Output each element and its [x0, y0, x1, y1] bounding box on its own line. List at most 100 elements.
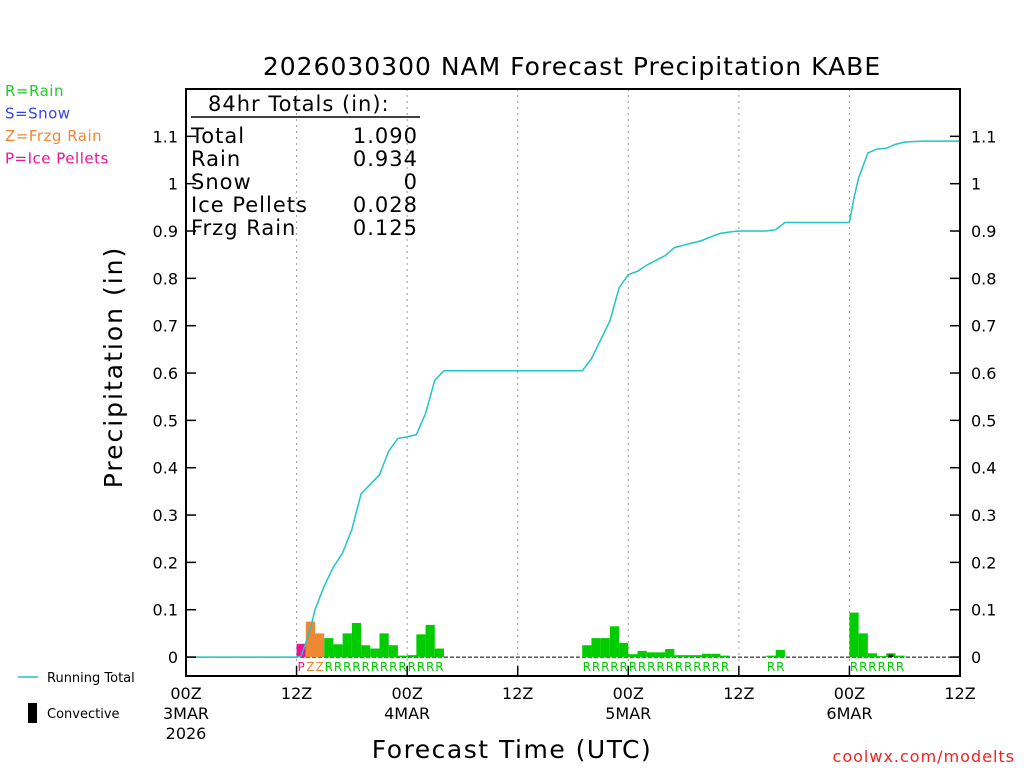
precip-bar	[434, 648, 444, 658]
totals-row-label: Rain	[191, 147, 241, 171]
x-tick-label: 12Z	[502, 684, 533, 703]
y-tick-label-right: 0.1	[971, 601, 996, 620]
y-axis-left: 0 0.1 0.2 0.3 0.4 0.5 0.6 0.7 0.8 0.9 1 1.1	[153, 127, 196, 667]
precip-bar	[628, 654, 638, 658]
precip-bar	[582, 645, 592, 658]
y-tick-label-right: 1	[971, 175, 981, 194]
grid-lines	[186, 89, 960, 676]
precip-bar	[720, 655, 730, 658]
convective-bar	[888, 654, 894, 658]
totals-box: 84hr Totals (in): Total 1.090 Rain 0.934 Sno…	[190, 92, 420, 240]
precip-type-letter: R	[398, 660, 406, 674]
precip-type-letter: R	[629, 660, 637, 674]
precip-bar	[296, 643, 306, 658]
plot-frame	[185, 88, 961, 677]
precip-type-letter: R	[859, 660, 867, 674]
precip-bar	[711, 653, 721, 658]
totals-row-label: Total	[190, 124, 245, 148]
precip-type-letter: R	[583, 660, 591, 674]
y-tick-label-left: 0.7	[153, 317, 178, 336]
precip-bar	[333, 644, 343, 658]
precip-bar	[775, 649, 785, 658]
totals-row-label: Frzg Rain	[191, 216, 296, 240]
x-tick-label: 00Z	[391, 684, 422, 703]
precip-bar	[766, 655, 776, 658]
precip-type-letter: R	[693, 660, 701, 674]
x-tick-label: 3MAR	[163, 704, 209, 723]
precip-bar	[637, 650, 647, 658]
precip-bar	[351, 622, 362, 658]
precip-bar	[324, 638, 334, 658]
precip-type-letter: R	[896, 660, 904, 674]
precip-type-letter: R	[666, 660, 674, 674]
precip-type-letter: R	[352, 660, 360, 674]
chart-title: 2026030300 NAM Forecast Precipitation KA…	[263, 52, 881, 81]
precip-type-letter: R	[408, 660, 416, 674]
precip-type-letter: R	[380, 660, 388, 674]
y-tick-label-left: 0.2	[153, 553, 178, 572]
precip-type-letter: R	[334, 660, 342, 674]
precip-bar	[388, 645, 398, 658]
precip-type-letter: R	[684, 660, 692, 674]
x-tick-label: 00Z	[613, 684, 644, 703]
precip-type-letter: R	[435, 660, 443, 674]
y-tick-label-right: 0.3	[971, 506, 996, 525]
y-tick-label-right: 0.4	[971, 459, 996, 478]
precip-type-letter: R	[776, 660, 784, 674]
type-legend-entry: S=Snow	[5, 105, 71, 123]
series-legend: Running Total Convective	[18, 671, 135, 723]
x-tick-label: 12Z	[723, 684, 754, 703]
totals-row-value: 0.934	[353, 147, 418, 171]
precip-type-letter: R	[887, 660, 895, 674]
y-axis-label: Precipitation (in)	[99, 246, 128, 489]
precip-type-letter: R	[850, 660, 858, 674]
totals-row-value: 0	[404, 170, 418, 194]
precip-type-letter: R	[721, 660, 729, 674]
totals-header: 84hr Totals (in):	[208, 92, 390, 116]
precip-type-letter: R	[647, 660, 655, 674]
precip-bar	[877, 656, 887, 658]
precip-bar	[674, 655, 684, 658]
precip-type-letter: R	[878, 660, 886, 674]
precip-type-letter: R	[362, 660, 370, 674]
totals-row-label: Snow	[191, 170, 252, 194]
y-tick-label-left: 0.8	[153, 269, 178, 288]
precip-type-letter: R	[601, 660, 609, 674]
y-tick-label-right: 0.5	[971, 411, 996, 430]
y-tick-label-right: 0.2	[971, 553, 996, 572]
precip-bar	[600, 638, 610, 658]
series-legend-label: Running Total	[47, 671, 135, 686]
type-legend-entry: R=Rain	[5, 82, 64, 100]
precip-type-letter: R	[343, 660, 351, 674]
precip-bar	[665, 649, 675, 658]
precip-bar	[361, 645, 371, 658]
precip-type-letter: R	[675, 660, 683, 674]
precip-bar	[315, 633, 325, 658]
precip-type-legend: R=Rain S=Snow Z=Frzg Rain P=Ice Pellets	[5, 82, 109, 168]
precip-type-letter: R	[325, 660, 333, 674]
precip-bar	[702, 653, 712, 658]
precip-bar	[655, 652, 666, 658]
totals-row-value: 0.125	[353, 216, 418, 240]
x-tick-label: 00Z	[170, 684, 201, 703]
totals-row-value: 1.090	[353, 124, 418, 148]
precip-type-letter: R	[426, 660, 434, 674]
precip-bar	[867, 653, 878, 658]
precip-type-letter: R	[371, 660, 379, 674]
precip-type-letter: Z	[306, 660, 314, 674]
x-tick-label: 00Z	[834, 684, 865, 703]
precip-bar	[407, 655, 417, 658]
type-legend-entry: P=Ice Pellets	[5, 150, 109, 168]
y-axis-right: 0 0.1 0.2 0.3 0.4 0.5 0.6 0.7 0.8 0.9 1 1.1	[950, 127, 996, 667]
y-tick-label-right: 1.1	[971, 127, 996, 146]
y-tick-label-right: 0	[971, 648, 981, 667]
precip-bar	[849, 612, 859, 658]
y-tick-label-right: 0.6	[971, 364, 996, 383]
precip-bar	[858, 633, 868, 658]
precip-type-letter: R	[767, 660, 775, 674]
y-tick-label-left: 0	[168, 648, 178, 667]
precip-bar	[646, 652, 656, 658]
y-tick-label-right: 0.7	[971, 317, 996, 336]
y-tick-label-left: 0.3	[153, 506, 178, 525]
